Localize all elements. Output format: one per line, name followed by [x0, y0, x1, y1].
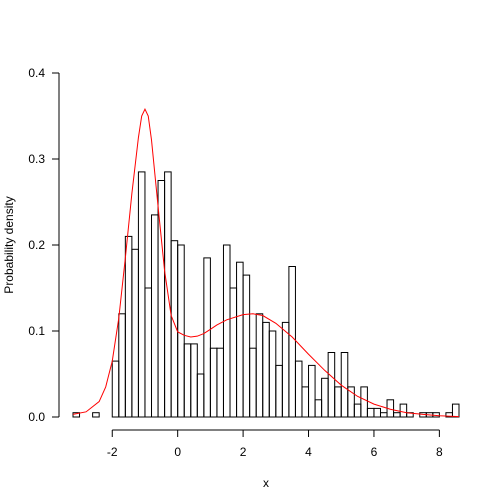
histogram-bar — [334, 386, 342, 418]
histogram-bar — [118, 313, 126, 418]
histogram-bar — [327, 352, 336, 418]
histogram-bar — [242, 274, 251, 418]
y-tick-label: 0.1 — [28, 324, 45, 338]
histogram-bar — [294, 360, 303, 418]
histogram-bar — [203, 257, 211, 418]
histogram-bars — [72, 171, 460, 418]
histogram-bar — [222, 244, 231, 418]
histogram-bar — [190, 343, 198, 418]
histogram-bar — [209, 347, 218, 418]
histogram-bar — [177, 244, 185, 418]
histogram-bar — [216, 347, 224, 418]
y-tick-label: 0.0 — [28, 410, 45, 424]
histogram-bar — [451, 403, 460, 418]
x-tick-label: 4 — [305, 445, 312, 459]
histogram-bar — [262, 321, 270, 418]
histogram-bar — [366, 407, 375, 418]
histogram-bar — [229, 287, 238, 418]
histogram-bar — [340, 352, 349, 418]
histogram-bar — [314, 399, 323, 418]
y-axis-ticks: 0.0 0.1 0.2 0.3 0.4 — [28, 66, 59, 424]
histogram-bar — [72, 412, 81, 418]
histogram-bar — [111, 360, 120, 418]
histogram-bar — [353, 403, 362, 418]
histogram-bar — [399, 403, 408, 418]
histogram-bar — [196, 373, 205, 418]
histogram-bar — [373, 407, 381, 418]
histogram-bar — [275, 364, 283, 418]
histogram-bar — [255, 313, 264, 418]
y-axis-label: Probability density — [2, 196, 16, 293]
histogram-bar — [92, 412, 100, 418]
x-axis-ticks: -2 0 2 4 6 8 — [107, 430, 443, 459]
x-tick-label: 8 — [436, 445, 443, 459]
histogram-bar — [393, 412, 401, 418]
x-tick-label: -2 — [107, 445, 118, 459]
histogram-bar — [360, 386, 368, 418]
histogram-bar — [236, 261, 244, 418]
y-tick-label: 0.3 — [28, 152, 45, 166]
histogram-bar — [288, 266, 296, 418]
histogram-bar — [137, 171, 146, 418]
y-tick-label: 0.2 — [28, 238, 45, 252]
histogram-bar — [268, 330, 277, 418]
histogram-bar — [308, 364, 316, 418]
histogram-bar — [151, 214, 159, 418]
x-axis-label: x — [263, 476, 269, 490]
density-curve — [72, 107, 460, 418]
histogram-bar — [321, 377, 329, 418]
histogram-bar — [183, 343, 192, 418]
x-tick-label: 2 — [240, 445, 247, 459]
y-tick-label: 0.4 — [28, 66, 45, 80]
histogram-bar — [131, 248, 139, 418]
x-tick-label: 6 — [371, 445, 378, 459]
x-tick-label: 0 — [174, 445, 181, 459]
histogram-bar — [347, 386, 355, 418]
histogram-bar — [379, 412, 388, 418]
histogram-bar — [144, 287, 153, 418]
histogram-bar — [301, 386, 310, 418]
histogram-bar — [249, 347, 257, 418]
histogram-bar — [124, 235, 133, 418]
histogram-bar — [281, 321, 290, 418]
